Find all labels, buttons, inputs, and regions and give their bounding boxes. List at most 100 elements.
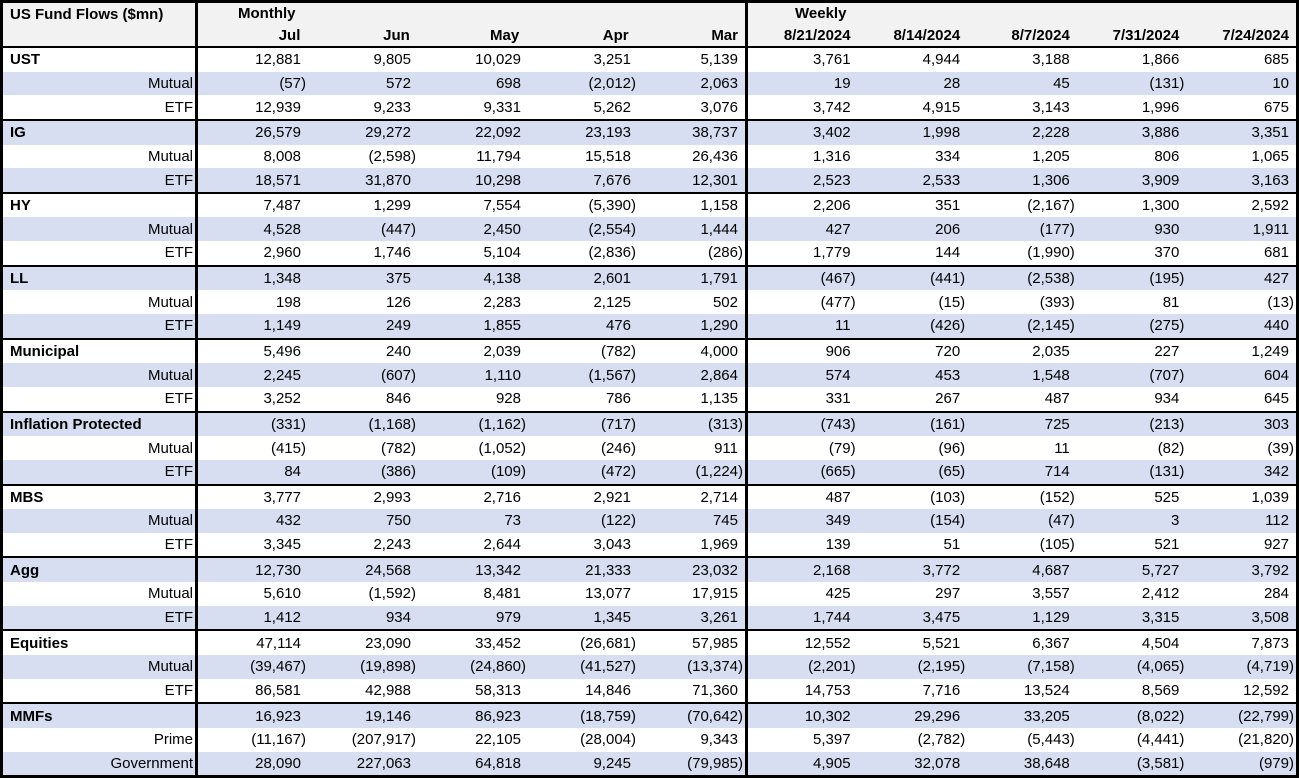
value-cell: (57) (279, 74, 306, 92)
value-cell: 7,873 (1251, 634, 1289, 652)
value-cell: 3,076 (638, 95, 748, 119)
value-cell: (426) (930, 317, 966, 335)
value-cell: 11,794 (476, 147, 521, 165)
category-label: IG (3, 120, 198, 145)
weekly-section-label: Weekly (795, 5, 847, 23)
value-cell: 13,524 (1023, 681, 1070, 699)
table-row: LL 1,348 375 4,138 2,601 1,791 (467) (441) (2,53… (3, 264, 1296, 291)
value-cell: 2,533 (922, 171, 961, 189)
value-cell: (286) (638, 241, 748, 265)
table-row: UST 12,881 9,805 10,029 3,251 5,139 3,761 4,944… (3, 48, 1296, 72)
value-cell: 206 (935, 220, 961, 238)
subrow-label: Prime (3, 727, 198, 752)
value-cell: 9,343 (638, 727, 748, 752)
value-cell: 11 (835, 317, 851, 335)
value-cell: 476 (605, 317, 631, 335)
value-cell: 846 (385, 390, 411, 408)
value-cell: (4,441) (1136, 731, 1185, 749)
value-cell: (707) (1149, 366, 1185, 384)
column-header-mar: Mar (711, 26, 738, 44)
value-cell: 9,331 (483, 98, 521, 116)
value-cell: 9,805 (373, 51, 411, 69)
value-cell: 750 (385, 512, 411, 530)
value-cell: 26,436 (638, 144, 748, 169)
value-cell: 685 (1263, 51, 1289, 69)
subrow-label: ETF (3, 386, 198, 411)
value-cell: (1,567) (588, 366, 636, 384)
value-cell: 23,090 (365, 634, 411, 652)
value-cell: 930 (1154, 220, 1180, 238)
value-cell: 2,283 (483, 293, 521, 311)
value-cell: 979 (495, 609, 521, 627)
value-cell: 57,985 (638, 631, 748, 656)
value-cell: 2,228 (1032, 124, 1070, 142)
value-cell: 10,298 (475, 171, 521, 189)
value-cell: 21,333 (585, 561, 631, 579)
value-cell: 8,008 (263, 147, 301, 165)
table-title: US Fund Flows ($mn) (10, 6, 164, 23)
value-cell: 3,345 (263, 536, 301, 554)
value-cell: (11,167) (251, 731, 306, 749)
value-cell: 5,521 (922, 634, 961, 652)
value-cell: 2,245 (263, 366, 301, 384)
value-cell: 1,866 (1141, 51, 1180, 69)
table-row: Mutual (39,467) (19,898) (24,860) (41,527) (1… (3, 655, 1296, 679)
value-cell: (24,860) (470, 658, 526, 676)
table-row: Equities 47,114 23,090 33,452 (26,681) 57,985… (3, 629, 1296, 656)
value-cell: 2,063 (638, 71, 748, 96)
value-cell: (386) (380, 463, 416, 481)
weekly-header-block: Weekly 8/21/2024 8/14/2024 8/7/2024 7/31… (748, 3, 1296, 46)
value-cell: 7,676 (593, 171, 631, 189)
table-row: Government 28,090 227,063 64,818 9,245 (79,98… (3, 751, 1296, 776)
value-cell: 3,261 (638, 605, 748, 630)
value-cell: 370 (1154, 244, 1180, 262)
value-cell: (1,592) (368, 585, 416, 603)
value-cell: 31,870 (365, 171, 411, 189)
value-cell: 3,315 (1141, 609, 1180, 627)
value-cell: 432 (275, 512, 301, 530)
value-cell: 2,714 (638, 485, 748, 510)
value-cell: 2,035 (1032, 343, 1070, 360)
table-row: Agg 12,730 24,568 13,342 21,333 23,032 2,168 3,… (3, 556, 1296, 583)
value-cell: 10,029 (475, 51, 521, 69)
value-cell: 29,272 (365, 124, 411, 142)
title-cell: US Fund Flows ($mn) (3, 3, 198, 46)
value-cell: 6,367 (1032, 634, 1070, 652)
value-cell: (2,167) (1027, 197, 1075, 215)
value-cell: 2,206 (813, 197, 851, 215)
value-cell: (41,527) (580, 658, 636, 676)
value-cell: 1,746 (373, 244, 411, 262)
value-cell: 28 (943, 74, 961, 92)
value-cell: 3,143 (1032, 98, 1070, 116)
value-cell: 227,063 (356, 754, 411, 772)
value-cell: 126 (385, 293, 411, 311)
value-cell: 9,233 (373, 98, 411, 116)
value-cell: 51 (943, 536, 961, 554)
value-cell: (447) (380, 220, 416, 238)
category-label: MMFs (3, 704, 198, 728)
table-row: Mutual (57) 572 698 (2,012) 2,063 19 28 45 (131) 1… (3, 71, 1296, 96)
value-cell: 10 (1272, 74, 1289, 92)
value-cell: 4,000 (638, 339, 748, 364)
value-cell: 84 (284, 463, 301, 481)
value-cell: 1,205 (1032, 147, 1070, 165)
value-cell: 4,687 (1032, 561, 1070, 579)
value-cell: (79) (828, 439, 856, 457)
value-cell: 3,557 (1032, 585, 1070, 603)
value-cell: 525 (1154, 488, 1180, 506)
subrow-label: ETF (3, 605, 198, 630)
value-cell: 1,444 (638, 217, 748, 242)
value-cell: (2,195) (917, 658, 966, 676)
value-cell: 2,125 (593, 293, 631, 311)
value-cell: 45 (1053, 74, 1070, 92)
value-cell: (782) (380, 439, 416, 457)
category-label: HY (3, 193, 198, 218)
table-row: ETF 3,345 2,243 2,644 3,043 1,969 139 51 (105) 52… (3, 532, 1296, 557)
value-cell: 425 (825, 585, 851, 603)
value-cell: 427 (825, 220, 851, 238)
value-cell: (782) (600, 343, 636, 360)
value-cell: (415) (270, 439, 306, 457)
value-cell: 3,402 (813, 124, 851, 142)
value-cell: 33,452 (475, 634, 521, 652)
